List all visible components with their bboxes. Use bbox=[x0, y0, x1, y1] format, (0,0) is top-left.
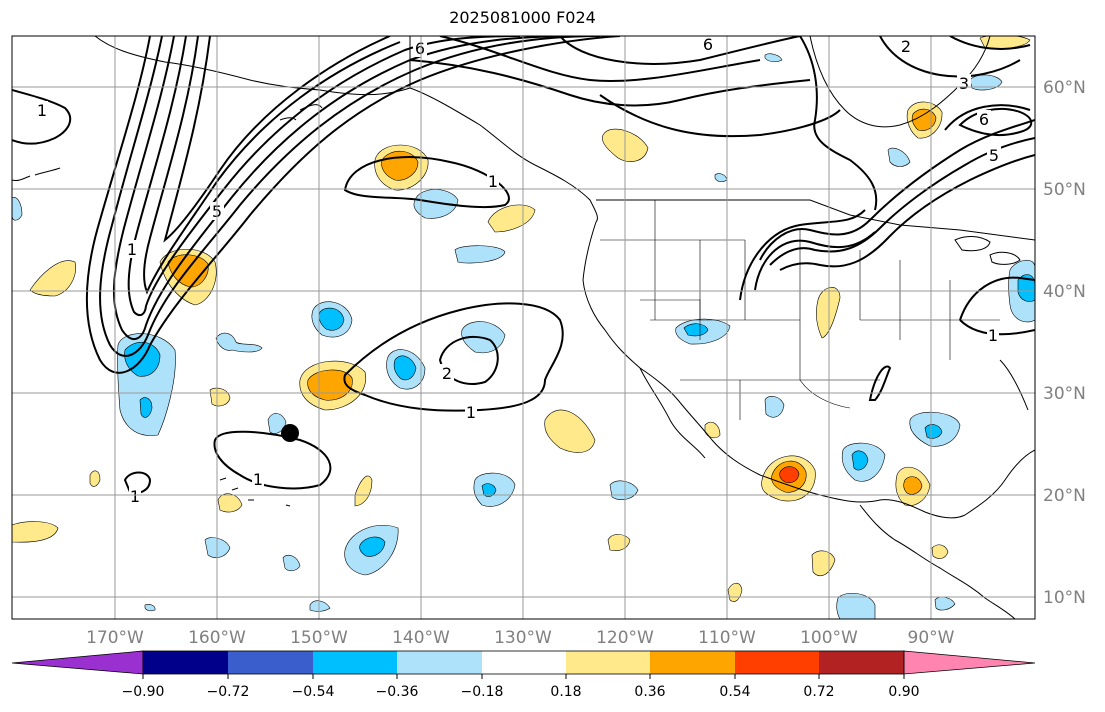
colorbar-extend-min bbox=[11, 650, 144, 675]
longitude-label: 150°W bbox=[290, 628, 348, 648]
latitude-label: 20°N bbox=[1043, 486, 1086, 506]
longitude-label: 160°W bbox=[188, 628, 246, 648]
longitude-label: 130°W bbox=[494, 628, 552, 648]
latitude-label: 10°N bbox=[1043, 588, 1086, 608]
contour-label: 2 bbox=[442, 364, 452, 383]
colorbar-tick-label: 0.36 bbox=[634, 684, 665, 700]
colorbar-tick-label: 0.18 bbox=[550, 684, 581, 700]
colorbar-swatch bbox=[397, 651, 482, 674]
contour-label: 1 bbox=[37, 101, 47, 120]
colorbar-swatch bbox=[735, 651, 819, 674]
map-frame bbox=[11, 35, 1036, 620]
colorbar-tick-label: 0.72 bbox=[803, 684, 834, 700]
contour-label: 6 bbox=[979, 110, 989, 129]
contour-label: 1 bbox=[127, 240, 137, 259]
positive-anomaly-shading bbox=[12, 36, 1031, 602]
contour-label: 1 bbox=[466, 403, 476, 422]
latitude-labels: 60°N 50°N 40°N 30°N 20°N 10°N bbox=[1043, 78, 1086, 608]
latitude-label: 50°N bbox=[1043, 180, 1086, 200]
contour-label: 1 bbox=[253, 470, 263, 489]
longitude-label: 140°W bbox=[392, 628, 450, 648]
colorbar: −0.90 −0.72 −0.54 −0.36 −0.18 0.18 0.36 … bbox=[11, 650, 1036, 700]
colorbar-swatch bbox=[482, 651, 566, 674]
contour-lines bbox=[12, 36, 1035, 494]
colorbar-swatch bbox=[313, 651, 397, 674]
latitude-label: 60°N bbox=[1043, 78, 1086, 98]
colorbar-extend-max bbox=[903, 650, 1036, 675]
colorbar-tick-label: −0.72 bbox=[207, 684, 250, 700]
contour-label: 1 bbox=[130, 487, 140, 506]
longitude-label: 110°W bbox=[698, 628, 756, 648]
negative-anomaly-shading bbox=[12, 53, 1035, 619]
colorbar-swatch bbox=[228, 651, 313, 674]
location-marker bbox=[281, 424, 299, 442]
contour-label: 1 bbox=[488, 172, 498, 191]
colorbar-tick-label: 0.90 bbox=[888, 684, 919, 700]
colorbar-tick-label: 0.54 bbox=[719, 684, 750, 700]
contour-label: 6 bbox=[703, 35, 713, 54]
contour-label: 1 bbox=[988, 326, 998, 345]
coastlines-and-borders bbox=[12, 36, 1035, 619]
colorbar-swatch bbox=[650, 651, 735, 674]
colorbar-tick-label: −0.36 bbox=[376, 684, 419, 700]
colorbar-swatch bbox=[143, 651, 228, 674]
colorbar-tick-label: −0.18 bbox=[461, 684, 504, 700]
contour-labels: 6 6 2 3 6 5 1 5 1 1 2 1 1 1 1 bbox=[36, 35, 1001, 506]
colorbar-swatch bbox=[566, 651, 650, 674]
contour-label: 6 bbox=[415, 39, 425, 58]
colorbar-swatch bbox=[819, 651, 904, 674]
contour-label: 5 bbox=[989, 146, 999, 165]
contour-label: 2 bbox=[901, 37, 911, 56]
map-title: 2025081000 F024 bbox=[449, 8, 596, 27]
longitude-label: 120°W bbox=[596, 628, 654, 648]
colorbar-tick-label: −0.54 bbox=[292, 684, 335, 700]
longitude-labels: 170°W 160°W 150°W 140°W 130°W 120°W 110°… bbox=[86, 628, 955, 648]
colorbar-tick-label: −0.90 bbox=[122, 684, 165, 700]
graticule bbox=[12, 36, 1035, 619]
latitude-label: 30°N bbox=[1043, 384, 1086, 404]
longitude-label: 90°W bbox=[908, 628, 955, 648]
contour-label: 3 bbox=[959, 74, 969, 93]
colorbar-frame bbox=[142, 650, 905, 675]
latitude-label: 40°N bbox=[1043, 282, 1086, 302]
longitude-label: 170°W bbox=[86, 628, 144, 648]
longitude-label: 100°W bbox=[800, 628, 858, 648]
